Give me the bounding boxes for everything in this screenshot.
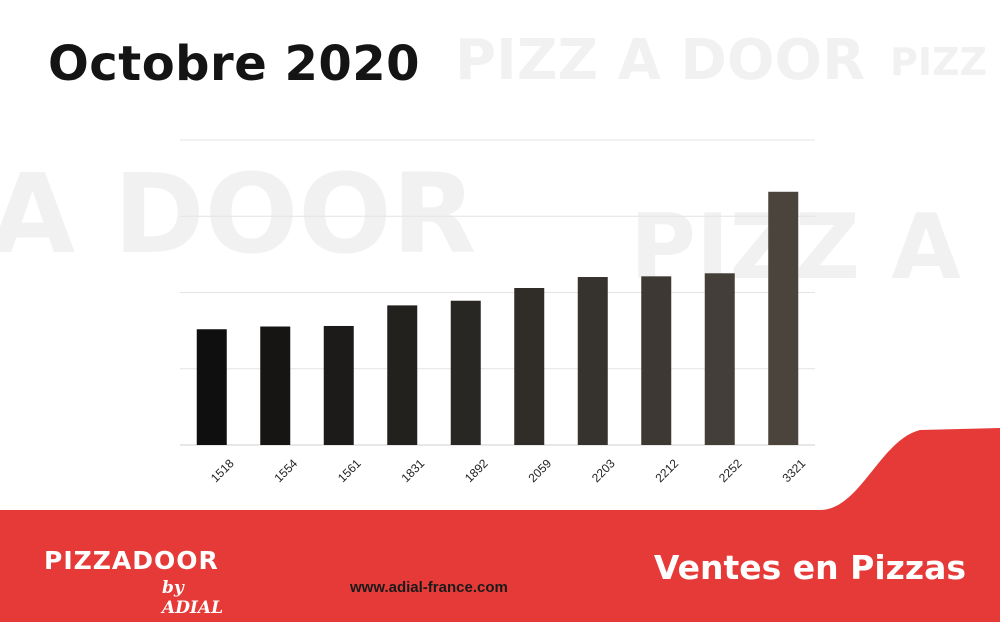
- bar-chart: 1518 1554 1561 1831 1892 2059 2203 2212 2252 3321: [180, 139, 815, 485]
- bar: [260, 326, 291, 445]
- bar: [387, 305, 418, 445]
- bar: [704, 273, 735, 445]
- footer-red-band: [0, 428, 1000, 622]
- bar: [450, 300, 481, 445]
- bar: [641, 276, 672, 445]
- bar: [196, 329, 227, 445]
- bar: [323, 325, 354, 445]
- bar: [768, 191, 799, 445]
- website-url: www.adial-france.com: [350, 579, 508, 596]
- bar: [577, 277, 608, 445]
- brand-logo: PIZZADOOR by ADIAL: [44, 546, 244, 618]
- bar: [514, 288, 545, 445]
- brand-logo-sub: by ADIAL: [162, 578, 224, 618]
- page-title: Octobre 2020: [48, 36, 421, 92]
- footer-tagline: Ventes en Pizzas: [653, 548, 966, 587]
- brand-logo-main: PIZZADOOR: [44, 546, 219, 575]
